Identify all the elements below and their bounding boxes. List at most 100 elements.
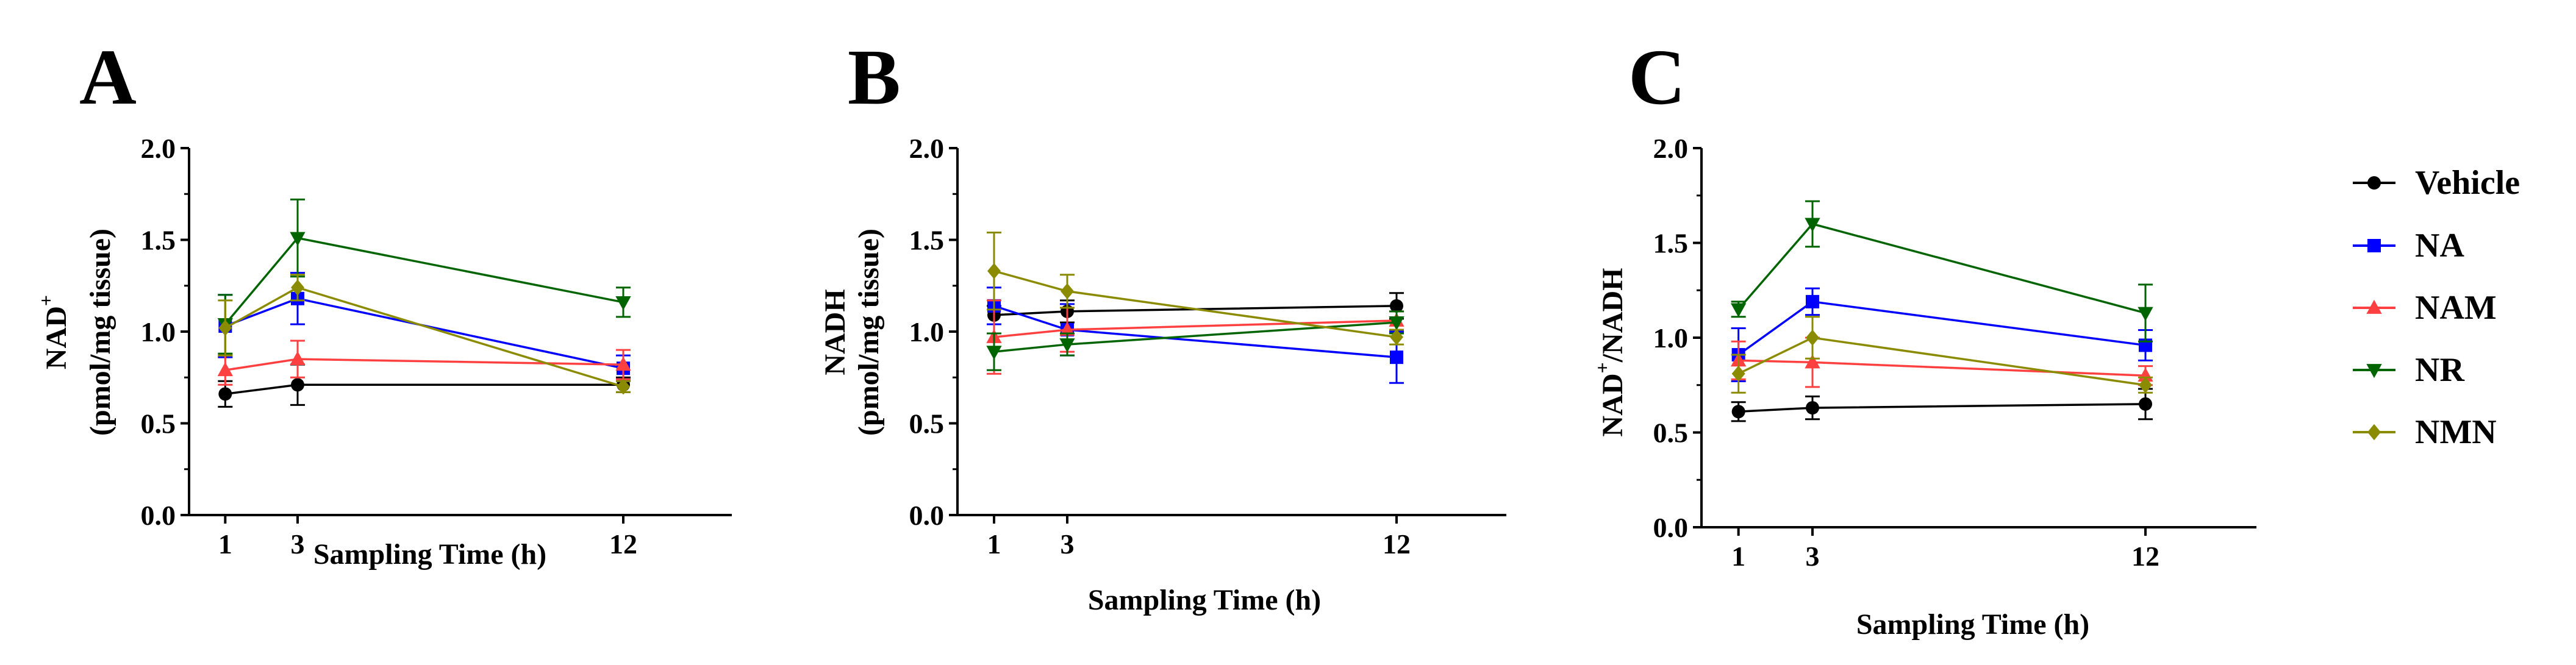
panel-c-x-axis-title: Sampling Time (h) <box>1856 608 2089 641</box>
legend-swatch-na <box>2353 239 2395 252</box>
legend-swatch-nr <box>2353 364 2395 379</box>
panel-c-series-vehicle-point <box>2139 397 2152 411</box>
panel-a-series-nmn <box>218 274 631 395</box>
panel-c-series-nam <box>1731 336 2153 388</box>
legend-marker-vehicle <box>2367 176 2381 190</box>
panel-c-series-nmn-point <box>1806 329 1819 346</box>
legend-label-nmn: NMN <box>2415 413 2497 451</box>
legend-item-vehicle: Vehicle <box>2353 164 2520 202</box>
panel-a-series-nam-point <box>615 356 631 371</box>
panel-b-x-tick-label: 1 <box>987 528 1001 560</box>
legend-item-nr: NR <box>2353 351 2464 389</box>
legend-item-nmn: NMN <box>2353 413 2497 451</box>
legend-label-vehicle: Vehicle <box>2415 164 2520 202</box>
panel-c-series-nam-line <box>1738 359 2146 377</box>
panel-a: 0.0 0.5 1.0 1.5 2.0 1 3 12 Sampling Time (h) NA… <box>35 133 732 571</box>
panel-b-series-nr-point <box>1059 338 1075 353</box>
panel-b-x-axis-title: Sampling Time (h) <box>1088 584 1321 616</box>
panel-a-y-tick-label: 0.5 <box>141 408 176 439</box>
panel-b-y-tick-label: 2.0 <box>909 133 945 164</box>
panel-a-series-nam-point <box>290 350 306 366</box>
panel-b-axes: 0.0 0.5 1.0 1.5 2.0 1 3 12 <box>909 133 1506 560</box>
panel-c-series-vehicle-point <box>1731 405 1745 419</box>
panel-a-y-tick-label: 1.5 <box>141 225 176 256</box>
panel-c-series-vehicle <box>1731 388 2153 422</box>
panel-a-x-tick-label: 3 <box>291 528 305 560</box>
legend-marker-nr <box>2366 364 2382 379</box>
panel-a-series-nam-point <box>217 362 233 377</box>
panel-c-series <box>1731 200 2153 422</box>
panel-a-series-nr <box>217 198 631 355</box>
panel-b-series-nmn-point <box>1390 329 1403 346</box>
panel-a-x-tick-label: 1 <box>218 528 232 560</box>
legend-swatch-nam <box>2353 299 2395 314</box>
panel-b-y-tick-label: 0.5 <box>909 408 945 439</box>
panel-b-series-nam-point <box>1059 321 1075 336</box>
panel-c-series-na-line <box>1737 300 2146 356</box>
panel-c-series-nr <box>1731 200 2153 343</box>
panel-c-series-nr-point <box>2138 307 2153 321</box>
legend: Vehicle NA NAM NR NMN <box>2353 164 2520 451</box>
legend-swatch-nmn <box>2353 424 2395 441</box>
panel-c-axes: 0.0 0.5 1.0 1.5 2.0 1 3 12 <box>1653 133 2256 572</box>
panel-b-series-nmn <box>987 231 1404 346</box>
panel-c-series-nam-point <box>1805 354 1820 369</box>
panel-a-series-nmn-point <box>617 379 630 395</box>
panel-a-series-na-line <box>224 297 624 369</box>
panel-b-series-nmn-point <box>987 263 1001 279</box>
panel-b: 0.0 0.5 1.0 1.5 2.0 1 3 12 Sampling Time (h) NA… <box>819 133 1506 616</box>
panel-a-series-vehicle-line <box>225 383 623 396</box>
legend-swatch-vehicle <box>2353 176 2395 190</box>
panel-c-y-tick-label: 1.5 <box>1653 228 1689 259</box>
legend-item-na: NA <box>2353 227 2464 265</box>
panel-a-y-axis-title-line1: NAD+ <box>35 295 73 369</box>
legend-item-nam: NAM <box>2353 289 2497 327</box>
panel-a-series-vehicle-point <box>218 387 232 401</box>
panel-letter-c: C <box>1628 34 1686 121</box>
panel-c-series-nmn-point <box>1731 365 1745 382</box>
panel-b-y-axis-title-line2: (pmol/mg tissue) <box>853 229 885 436</box>
panel-a-x-axis-title: Sampling Time (h) <box>313 538 546 571</box>
panel-a-series-nmn-point <box>291 279 304 296</box>
panel-c-series-nmn-point <box>2139 377 2152 393</box>
panel-c-series-nr-line <box>1737 222 2146 315</box>
panel-letter-a: A <box>79 34 137 121</box>
panel-a-y-tick-label: 1.0 <box>141 316 176 347</box>
panel-c-series-vehicle-line <box>1738 403 2146 413</box>
panel-b-series-na-point <box>1390 350 1403 365</box>
panel-b-series-nr-point <box>986 346 1002 360</box>
panel-b-y-tick-label: 1.0 <box>909 316 945 347</box>
panel-a-x-tick-label: 12 <box>609 528 637 560</box>
legend-marker-nam <box>2366 299 2382 314</box>
panel-b-series-nr-point <box>1389 316 1404 331</box>
panel-c-y-tick-label: 0.5 <box>1653 418 1689 449</box>
panel-c-x-tick-label: 3 <box>1806 541 1820 572</box>
panel-c-series-nmn <box>1731 316 2153 394</box>
panel-c-y-axis-title: NAD+/NADH <box>1591 268 1629 437</box>
panel-a-series-nmn-point <box>218 319 232 336</box>
panel-c-y-tick-label: 1.0 <box>1653 322 1689 354</box>
legend-marker-nmn <box>2367 424 2381 441</box>
panel-b-series-vehicle-line <box>993 305 1397 316</box>
panel-c-series-vehicle-point <box>1806 401 1819 415</box>
panel-b-series <box>986 231 1404 384</box>
panel-a-series <box>217 198 631 408</box>
panel-a-series-nr-point <box>615 296 631 311</box>
legend-marker-na <box>2367 239 2381 252</box>
panel-a-series-nr-point <box>290 232 306 246</box>
legend-label-nam: NAM <box>2415 289 2497 327</box>
panel-a-series-nam <box>217 340 631 386</box>
panel-c: 0.0 0.5 1.0 1.5 2.0 1 3 12 Sampling Time (h) NA… <box>1591 133 2256 641</box>
panel-b-series-vehicle-point <box>1390 299 1403 313</box>
panel-b-x-tick-label: 12 <box>1383 528 1411 560</box>
legend-label-nr: NR <box>2415 351 2464 389</box>
panel-b-y-tick-label: 0.0 <box>909 500 945 531</box>
panel-letter-b: B <box>848 34 901 121</box>
panel-a-y-tick-label: 2.0 <box>141 133 176 164</box>
panel-c-x-tick-label: 1 <box>1731 541 1745 572</box>
panel-c-series-nr-point <box>1731 303 1747 318</box>
panel-c-series-na-point <box>1806 294 1819 308</box>
legend-label-na: NA <box>2415 227 2464 265</box>
panel-a-y-axis-title-line2: (pmol/mg tissue) <box>84 229 116 436</box>
